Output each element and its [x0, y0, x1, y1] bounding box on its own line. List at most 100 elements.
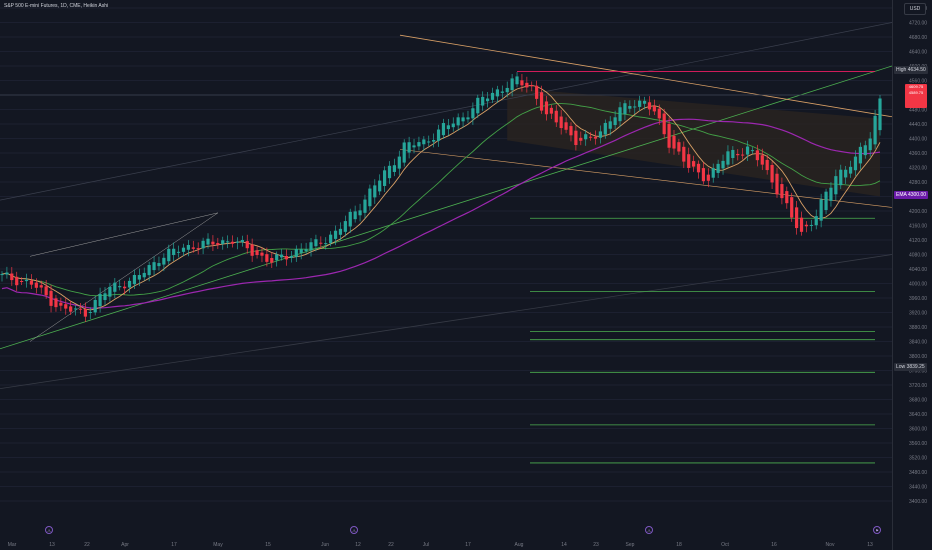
candle-body — [186, 245, 190, 250]
candle-body — [559, 116, 563, 129]
candle-body — [436, 129, 441, 141]
time-tick-label: Jun — [321, 542, 329, 548]
candle-body — [88, 311, 92, 313]
candle-body — [432, 139, 436, 142]
candle-body — [471, 108, 475, 119]
candle-body — [799, 217, 804, 232]
candle-body — [417, 142, 421, 147]
event-icon[interactable]: ⚠ — [350, 526, 358, 534]
candle-body — [34, 282, 38, 288]
candle-body — [427, 141, 431, 143]
price-tick-label: 3480.00 — [909, 470, 927, 476]
candle-body — [98, 293, 102, 307]
candle-body — [5, 272, 9, 275]
candle-body — [544, 101, 549, 115]
price-tick-label: 4680.00 — [909, 35, 927, 41]
candle-body — [245, 241, 249, 249]
candle-body — [608, 121, 612, 129]
price-tick-label: 3600.00 — [909, 427, 927, 433]
candle-body — [289, 255, 293, 258]
candle-body — [49, 290, 53, 306]
candle-body — [858, 146, 862, 164]
symbol-title[interactable]: S&P 500 E-mini Futures, 1D, CME, Heikin … — [4, 3, 109, 9]
price-tick-label: 4120.00 — [909, 238, 927, 244]
candle-body — [613, 117, 617, 126]
candle-body — [54, 298, 58, 308]
candle-body — [706, 174, 710, 181]
candle-body — [24, 279, 29, 282]
low-value: 3839.25 — [906, 364, 925, 370]
currency-button[interactable]: USD — [904, 3, 926, 15]
candle-body — [505, 87, 509, 93]
candle-body — [476, 97, 480, 114]
candle-body — [216, 243, 220, 245]
candle-body — [387, 165, 392, 179]
ema-value: 4300.00 — [907, 192, 927, 198]
candle-body — [750, 150, 755, 152]
candle-body — [10, 273, 14, 281]
candle-body — [652, 105, 656, 112]
candle-body — [304, 249, 308, 252]
time-tick-label: 17 — [171, 542, 177, 548]
candle-body — [682, 146, 686, 162]
candle-body — [819, 199, 823, 221]
trendline — [29, 212, 219, 257]
candle-body — [795, 207, 799, 229]
candle-body — [520, 80, 524, 86]
candle-body — [770, 164, 774, 183]
candle-body — [324, 243, 328, 245]
candle-body — [584, 134, 588, 140]
event-icon[interactable]: ⚑ — [873, 526, 881, 534]
candle-body — [804, 224, 809, 227]
candle-body — [456, 117, 460, 126]
candle-body — [642, 100, 647, 104]
candle-body — [422, 139, 426, 145]
candle-body — [466, 117, 470, 120]
price-tick-label: 3800.00 — [909, 354, 927, 360]
ema-long-line — [1, 118, 881, 309]
ema-fast-line — [1, 84, 881, 311]
candle-body — [844, 169, 848, 178]
candle-body — [554, 110, 558, 123]
candle-body — [20, 281, 24, 283]
candle-body — [574, 130, 578, 146]
price-tick-label: 4400.00 — [909, 137, 927, 143]
candle-body — [221, 240, 225, 244]
trendline — [29, 212, 219, 342]
candle-body — [755, 150, 759, 161]
last-price-badge[interactable]: 4609.75 4589.75 — [905, 84, 927, 108]
event-icon[interactable]: ⚠ — [645, 526, 653, 534]
price-tick-label: 3720.00 — [909, 383, 927, 389]
price-tick-label: 3760.00 — [909, 369, 927, 375]
candle-body — [363, 199, 367, 213]
candle-body — [721, 160, 725, 169]
candle-body — [348, 211, 352, 227]
price-tick-label: 3920.00 — [909, 311, 927, 317]
candle-body — [716, 163, 720, 173]
candle-body — [662, 113, 666, 135]
candle-body — [78, 308, 83, 310]
candle-body — [451, 123, 455, 128]
price-tick-label: 3400.00 — [909, 499, 927, 505]
price-tick-label: 4720.00 — [909, 21, 927, 27]
trendline — [0, 22, 893, 201]
time-tick-label: 14 — [561, 542, 567, 548]
candle-body — [598, 131, 603, 138]
candle-body — [196, 248, 200, 250]
trendline — [399, 149, 893, 208]
candle-body — [407, 142, 411, 153]
candle-body — [137, 275, 141, 280]
time-tick-label: Sep — [626, 542, 635, 548]
candle-body — [760, 155, 764, 165]
candle-body — [59, 302, 63, 306]
candle-body — [726, 151, 730, 165]
price-tick-label: 3440.00 — [909, 485, 927, 491]
price-tick-label: 4040.00 — [909, 267, 927, 273]
event-icon[interactable]: ⚠ — [45, 526, 53, 534]
price-tick-label: 3880.00 — [909, 325, 927, 331]
price-tick-label: 4440.00 — [909, 122, 927, 128]
candle-body — [162, 257, 166, 265]
candle-body — [589, 136, 593, 138]
candle-body — [373, 185, 377, 198]
